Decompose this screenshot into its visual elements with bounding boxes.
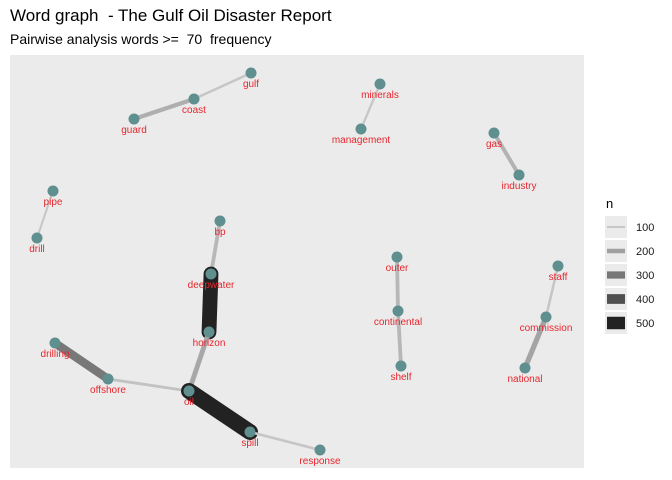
node-label-staff: staff [549, 272, 568, 283]
node-label-drill: drill [29, 244, 45, 255]
edge-horizon-oil [186, 329, 212, 394]
node-label-outer: outer [386, 263, 409, 274]
node-deepwater [205, 268, 217, 280]
node-label-continental: continental [374, 317, 422, 328]
node-shelf [395, 360, 407, 372]
node-outer [391, 251, 403, 263]
node-label-drilling: drilling [41, 349, 70, 360]
legend-label-500: 500 [636, 318, 654, 330]
edges-layer [36, 71, 560, 452]
node-gulf [245, 67, 257, 79]
node-label-response: response [299, 456, 341, 467]
chart-title: Word graph - The Gulf Oil Disaster Repor… [10, 6, 332, 25]
node-gas [488, 127, 500, 139]
legend-label-100: 100 [636, 222, 654, 234]
node-national [519, 362, 531, 374]
node-label-horizon: horizon [193, 338, 226, 349]
node-guard [128, 113, 140, 125]
legend-label-300: 300 [636, 270, 654, 282]
node-bp [214, 215, 226, 227]
node-staff [552, 260, 564, 272]
edge-outer-continental [395, 255, 400, 313]
node-label-pipe: pipe [44, 197, 63, 208]
edge-continental-shelf [396, 309, 403, 368]
edge-spill-response [248, 430, 322, 452]
node-label-coast: coast [182, 105, 206, 116]
edge-offshore-oil [106, 377, 191, 393]
node-horizon [203, 326, 215, 338]
node-commission [540, 311, 552, 323]
nodes-layer: gulf coast guard minerals management gas indus… [29, 67, 573, 467]
edge-commission-national [522, 314, 549, 371]
edge-bp-deepwater [209, 219, 222, 276]
node-coast [188, 93, 200, 105]
edge-oil-spill [181, 383, 258, 440]
node-label-shelf: shelf [390, 372, 411, 383]
node-drilling [49, 337, 61, 349]
chart-subtitle: Pairwise analysis words >= 70 frequency [10, 31, 272, 47]
node-label-deepwater: deepwater [188, 280, 235, 291]
plot-panel [10, 55, 584, 468]
node-label-industry: industry [501, 181, 536, 192]
legend-label-200: 200 [636, 246, 654, 258]
edge-gulf-coast [192, 71, 253, 101]
legend-label-400: 400 [636, 294, 654, 306]
node-pipe [47, 185, 59, 197]
edge-coast-guard [131, 96, 197, 122]
node-management [355, 123, 367, 135]
node-oil [183, 385, 195, 397]
node-response [314, 444, 326, 456]
node-label-commission: commission [520, 323, 573, 334]
node-offshore [102, 373, 114, 385]
edge-minerals-management [359, 82, 382, 131]
node-label-offshore: offshore [90, 385, 126, 396]
node-industry [513, 169, 525, 181]
node-label-gulf: gulf [243, 79, 259, 90]
node-label-guard: guard [121, 125, 147, 136]
edge-deepwater-horizon [201, 266, 219, 340]
edge-staff-commission [544, 264, 560, 319]
node-label-gas: gas [486, 139, 502, 150]
node-label-spill: spill [241, 438, 258, 449]
edge-gas-industry [492, 131, 521, 177]
legend: n 100 200 300 400 500 [605, 196, 654, 334]
node-label-national: national [507, 374, 542, 385]
legend-title: n [606, 196, 613, 211]
node-label-management: management [332, 135, 391, 146]
edge-pipe-drill [36, 190, 54, 239]
node-continental [392, 305, 404, 317]
edge-drilling-offshore [50, 338, 113, 384]
node-label-minerals: minerals [361, 90, 399, 101]
node-label-bp: bp [214, 227, 226, 238]
node-drill [31, 232, 43, 244]
node-spill [244, 426, 256, 438]
node-label-oil: oil [184, 397, 194, 408]
node-minerals [374, 78, 386, 90]
